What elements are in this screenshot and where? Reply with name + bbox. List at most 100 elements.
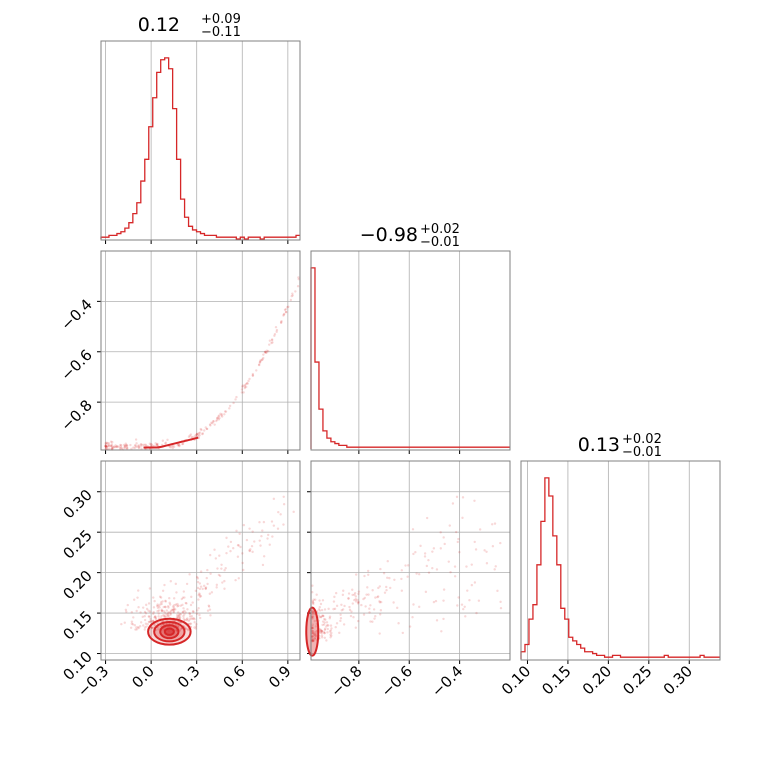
sample-point [122,443,126,447]
sample-point [187,628,190,631]
sample-point [328,615,332,618]
sample-point [178,628,182,631]
sample-point [320,608,324,612]
scatter-panel-param2-vs-param0: −0.3 0.0 0.3 0.6 0.90.100.150.200.250.30 [59,460,301,701]
sample-point [115,445,118,449]
sample-point [223,579,226,583]
sample-point [364,605,367,608]
sample-point [311,637,315,641]
sample-point [235,395,238,399]
sample-point [351,588,354,591]
sample-point [190,614,194,618]
sample-point [315,593,318,596]
sample-point [162,605,165,609]
sample-point [110,445,113,448]
sample-point [155,443,158,447]
sample-point [170,608,174,611]
sample-point [311,609,314,612]
sample-point [176,615,179,618]
sample-point [137,446,141,449]
sample-point [408,625,412,628]
sample-point [240,391,244,394]
sample-point [134,444,137,448]
sample-point [208,553,212,557]
sample-point [170,445,174,448]
sample-point [172,608,176,611]
sample-point [167,612,170,615]
sample-point [147,620,151,624]
sample-point [491,545,495,548]
sample-point [107,443,111,446]
sample-point [242,568,245,572]
sample-point [311,631,315,635]
sample-point [314,636,317,639]
sample-point [261,358,264,361]
sample-point [330,634,333,637]
sample-point [174,608,177,611]
sample-point [216,416,219,420]
sample-point [143,615,146,618]
sample-point [182,590,186,593]
sample-point [196,577,200,580]
sample-point [251,372,255,376]
sample-point [159,601,163,604]
sample-point [156,609,159,613]
sample-point [240,388,244,391]
sample-point [207,605,211,608]
sample-point [215,583,219,587]
sample-point [279,321,283,324]
x-tick-label: −0.6 [378,662,416,700]
sample-point [184,611,187,614]
y-tick-label: 0.20 [59,567,95,603]
sample-point [367,593,370,596]
sample-point [378,632,381,635]
sample-point [440,630,443,633]
sample-point [159,596,163,599]
sample-point [206,609,210,612]
sample-point [192,610,195,613]
sample-point [419,544,422,548]
sample-point [386,560,389,563]
sample-point [292,510,295,514]
sample-point [282,313,286,316]
sample-point [137,446,141,450]
sample-point [220,567,223,570]
sample-point [382,572,386,575]
sample-point [279,321,283,325]
sample-point [356,598,359,602]
sample-point [105,443,108,446]
sample-point [125,610,128,613]
sample-point [156,443,159,447]
sample-point [368,607,371,610]
sample-point [148,442,152,445]
sample-point [120,622,123,626]
sample-point [134,628,137,631]
sample-point [166,613,170,616]
x-tick-label: 0.20 [579,662,615,698]
sample-point [245,385,248,389]
sample-point [213,423,216,426]
histogram-steps [100,57,300,240]
sample-point [311,635,314,638]
sample-point [425,516,429,520]
sample-point [366,569,370,573]
sample-point [134,438,138,441]
sample-point [401,631,404,635]
sample-point [311,630,315,633]
sample-point [150,626,153,629]
sample-point [204,586,208,589]
sample-point [208,592,212,595]
sample-point [270,341,273,345]
sample-point [368,611,371,614]
sample-point [148,615,151,618]
sample-point [457,596,460,599]
sample-point [204,587,207,591]
sample-point [351,593,354,597]
sample-point [354,595,358,598]
sample-point [163,611,167,614]
sample-point [218,554,221,557]
sample-point [202,584,206,588]
sample-point [153,599,156,603]
sample-point [297,276,300,279]
sample-point [270,520,274,523]
